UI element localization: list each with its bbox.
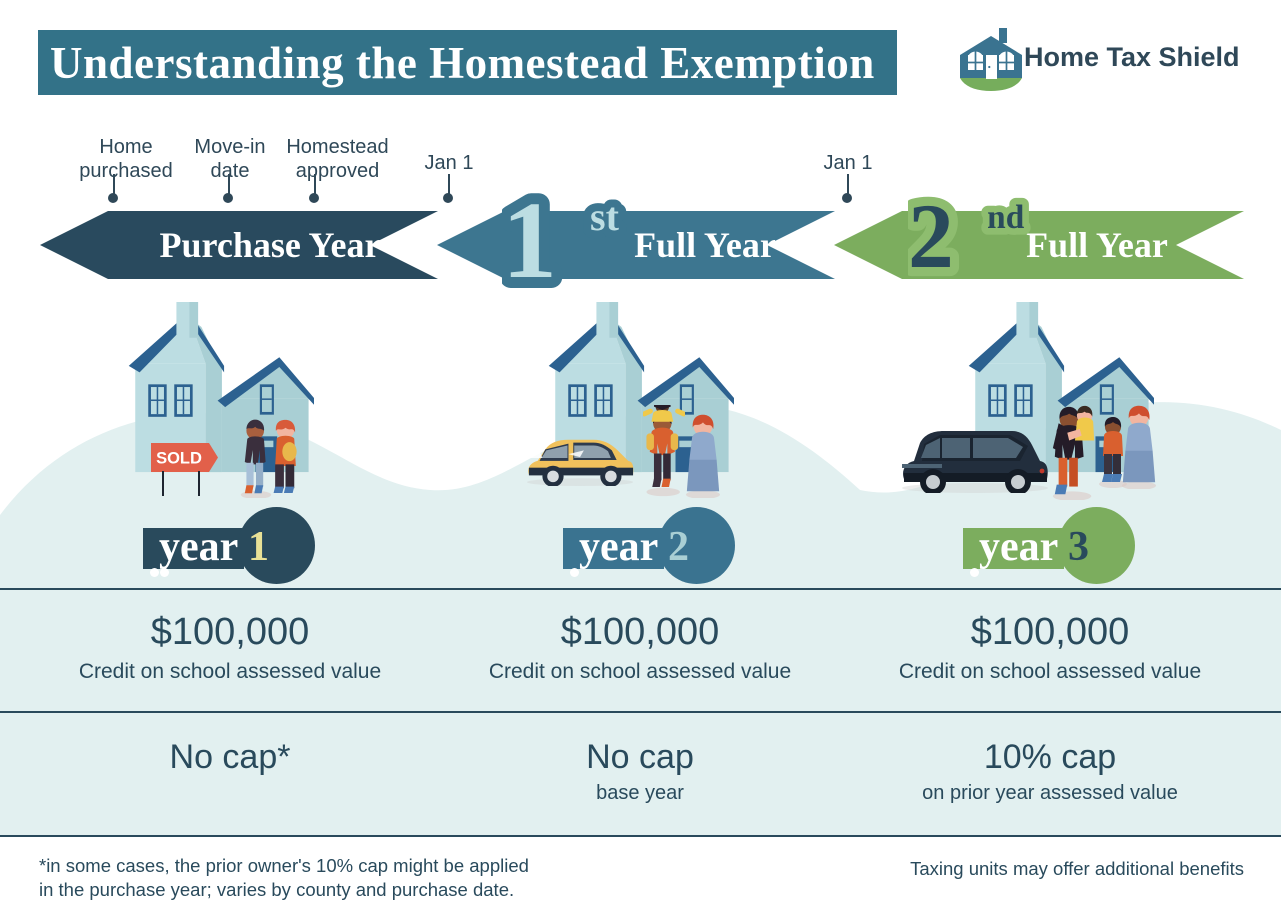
svg-text:nd: nd <box>987 199 1025 236</box>
svg-text:st: st <box>590 194 620 239</box>
svg-text:SOLD: SOLD <box>156 450 202 468</box>
svg-text:1: 1 <box>502 182 557 301</box>
svg-text:2: 2 <box>908 188 954 287</box>
